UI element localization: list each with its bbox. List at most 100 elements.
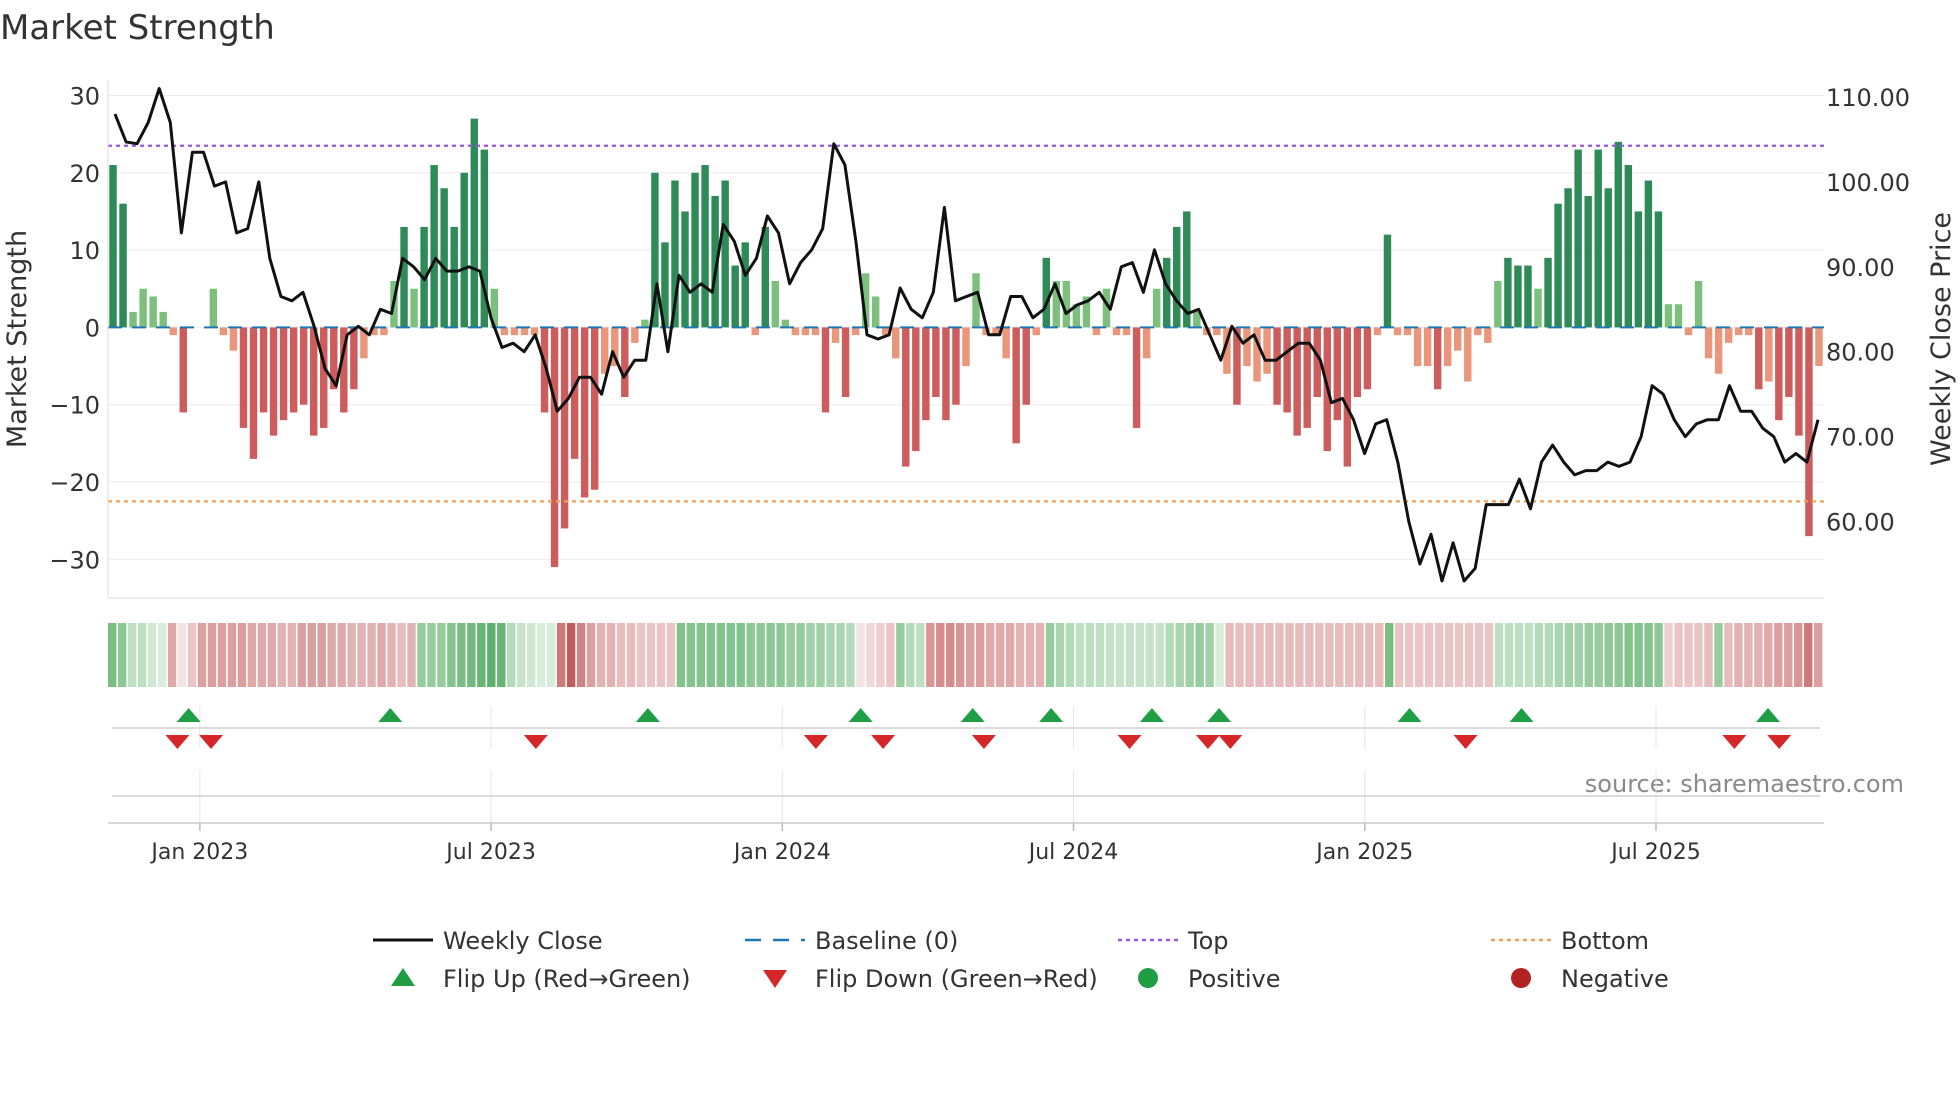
strength-bar bbox=[1383, 234, 1392, 328]
strength-bar bbox=[570, 327, 579, 459]
heat-cell bbox=[327, 623, 336, 687]
strength-bar bbox=[440, 188, 448, 328]
flip-down-marker bbox=[871, 735, 896, 749]
flip-down-marker bbox=[199, 735, 224, 749]
strength-bar bbox=[942, 327, 950, 421]
strength-bar bbox=[1745, 327, 1753, 336]
strength-bar bbox=[540, 327, 549, 413]
flip-down-marker bbox=[971, 735, 996, 749]
heat-cell bbox=[1404, 623, 1414, 687]
flip-down-marker bbox=[803, 735, 828, 749]
strength-bar bbox=[1253, 327, 1261, 382]
strength-bar bbox=[1805, 327, 1813, 537]
strength-bar bbox=[1494, 281, 1502, 328]
strength-bar bbox=[470, 118, 478, 328]
x-tick-label: Jul 2023 bbox=[444, 840, 536, 865]
strength-bar bbox=[500, 327, 509, 336]
heat-cell bbox=[975, 623, 985, 687]
x-tick-label: Jul 2025 bbox=[1609, 840, 1701, 865]
strength-bar bbox=[139, 288, 147, 328]
heat-cell bbox=[117, 623, 127, 687]
strength-bar bbox=[731, 265, 739, 328]
strength-bar bbox=[992, 327, 1000, 336]
strength-bar bbox=[1152, 288, 1161, 328]
heat-cell bbox=[537, 623, 546, 687]
flip-up-marker bbox=[1509, 708, 1534, 722]
heat-cell bbox=[1205, 623, 1214, 687]
strength-bar bbox=[1233, 327, 1241, 405]
heat-cell bbox=[187, 623, 197, 687]
legend-item: Positive bbox=[1138, 965, 1281, 993]
heat-cell bbox=[576, 623, 586, 687]
strength-bar bbox=[289, 327, 298, 413]
strength-bar bbox=[460, 172, 468, 328]
strength-bar bbox=[1032, 327, 1040, 336]
heat-cell bbox=[846, 623, 855, 687]
heat-cell bbox=[1604, 623, 1613, 687]
heat-cell bbox=[1365, 623, 1374, 687]
heat-cell bbox=[796, 623, 805, 687]
strength-bar bbox=[1102, 288, 1111, 328]
strength-bar bbox=[1042, 257, 1050, 328]
strength-bar bbox=[119, 203, 127, 328]
heat-cell bbox=[706, 623, 715, 687]
strength-bar bbox=[932, 327, 940, 397]
heat-cell bbox=[1564, 623, 1573, 687]
strength-bar bbox=[490, 288, 499, 328]
heat-cell bbox=[147, 623, 157, 687]
legend-label: Flip Down (Green→Red) bbox=[815, 965, 1098, 993]
heat-cell bbox=[217, 623, 227, 687]
strength-bars bbox=[109, 118, 1823, 568]
strength-bar bbox=[1002, 327, 1010, 359]
heat-cell bbox=[726, 623, 735, 687]
y2-tick-label: 110.00 bbox=[1826, 84, 1910, 112]
flip-up-marker bbox=[1139, 708, 1164, 722]
strength-bar bbox=[1193, 311, 1201, 328]
strength-bar bbox=[1785, 327, 1793, 397]
heat-cell bbox=[1454, 623, 1464, 687]
strength-bar bbox=[560, 327, 569, 529]
strength-bar bbox=[330, 327, 338, 390]
heat-cell bbox=[347, 623, 356, 687]
heat-cell bbox=[1135, 623, 1144, 687]
strength-bar bbox=[310, 327, 318, 436]
strength-bar bbox=[1654, 211, 1663, 328]
heat-cell bbox=[676, 623, 686, 687]
strength-bar bbox=[169, 327, 177, 336]
strength-bar bbox=[621, 327, 629, 397]
heat-cell bbox=[1035, 623, 1045, 687]
strength-bar bbox=[1243, 327, 1251, 367]
strength-bar bbox=[771, 281, 780, 328]
x-tick-label: Jul 2024 bbox=[1027, 840, 1119, 865]
heat-cell bbox=[1624, 623, 1633, 687]
legend-swatch bbox=[1138, 968, 1158, 988]
heat-cell bbox=[1185, 623, 1194, 687]
strength-bar bbox=[1604, 188, 1612, 328]
strength-bar bbox=[1775, 327, 1783, 421]
strength-bar bbox=[641, 319, 649, 328]
strength-bar bbox=[340, 327, 348, 413]
strength-bar bbox=[430, 165, 438, 328]
strength-bar bbox=[1413, 327, 1422, 367]
heat-cell bbox=[1794, 623, 1803, 687]
strength-bar bbox=[1183, 211, 1191, 328]
strength-bar bbox=[1082, 296, 1091, 328]
strength-bar bbox=[1664, 304, 1673, 328]
heat-cell bbox=[207, 623, 217, 687]
heat-cell bbox=[1684, 623, 1693, 687]
heat-cell bbox=[746, 623, 755, 687]
strength-bar bbox=[229, 327, 238, 351]
heat-cell bbox=[1414, 623, 1424, 687]
strength-bar bbox=[882, 327, 890, 336]
heat-cell bbox=[716, 623, 725, 687]
chart-title: Market Strength bbox=[0, 8, 275, 48]
strength-bar bbox=[1474, 327, 1482, 336]
heat-cell bbox=[786, 623, 795, 687]
strength-bar bbox=[952, 327, 960, 405]
strength-bar bbox=[1484, 327, 1492, 343]
legend: Weekly Close Baseline (0) Top Bottom Flip Up… bbox=[373, 927, 1669, 993]
strength-bar bbox=[841, 327, 850, 397]
heat-cell bbox=[1115, 623, 1125, 687]
strength-bar bbox=[1504, 257, 1512, 328]
strength-bar bbox=[811, 327, 820, 336]
